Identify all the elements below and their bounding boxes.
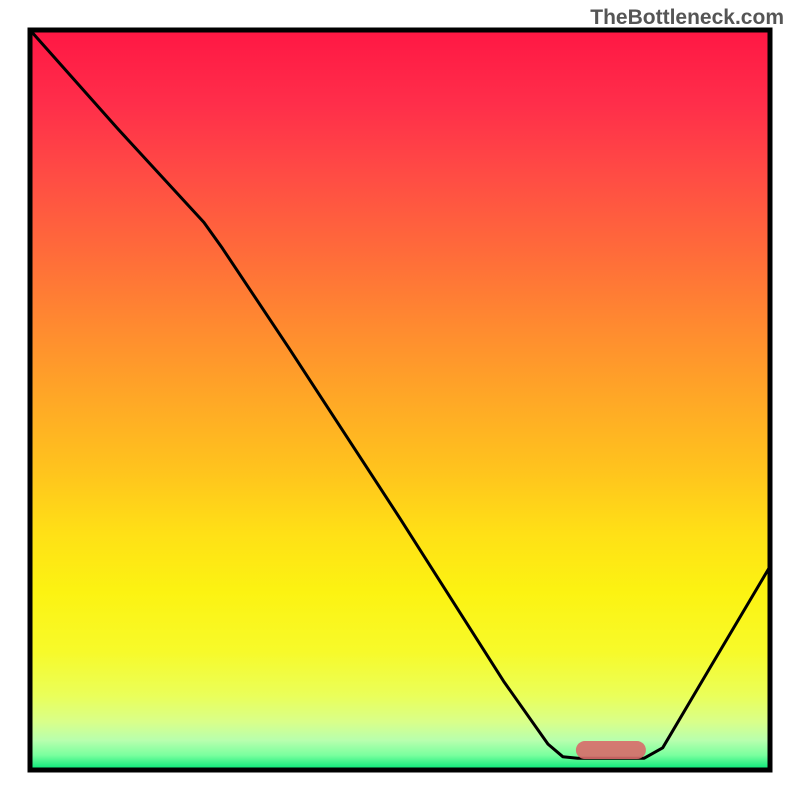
bottleneck-chart <box>0 0 800 800</box>
plot-background <box>30 30 770 770</box>
optimal-marker <box>576 741 646 759</box>
chart-svg <box>0 0 800 800</box>
watermark-text: TheBottleneck.com <box>590 6 784 30</box>
